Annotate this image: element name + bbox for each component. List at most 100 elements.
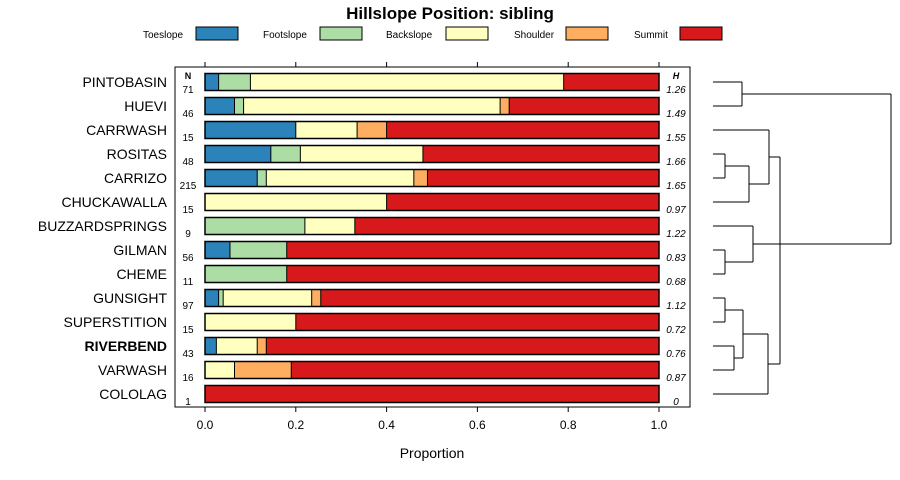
bar-segment-footslope	[270, 145, 301, 163]
site-label: GILMAN	[113, 242, 167, 258]
site-label: CARRWASH	[86, 122, 167, 138]
bar-outline	[204, 312, 660, 332]
bar-outline	[204, 360, 660, 380]
bar-outline	[204, 168, 660, 188]
legend: Toeslope Footslope Backslope Shoulder Summit	[143, 26, 723, 41]
bar-segment-backslope	[216, 337, 258, 355]
bar-segment-shoulder	[357, 121, 387, 139]
plot-panel	[174, 66, 691, 408]
n-value: 215	[180, 181, 197, 192]
bar-segment-summit	[563, 73, 659, 91]
bar-segment-summit	[286, 265, 659, 283]
h-value: 0.76	[666, 349, 686, 360]
bar-outline	[204, 216, 660, 236]
bar-segment-summit	[386, 121, 659, 139]
h-value: 1.12	[666, 301, 686, 312]
dendrogram-link	[779, 94, 892, 364]
chart-title: Hillslope Position: sibling	[346, 4, 554, 23]
legend-label-backslope: Backslope	[386, 30, 433, 41]
site-label: CHUCKAWALLA	[61, 194, 167, 210]
bar-outline	[204, 264, 660, 284]
h-value: 1.22	[666, 229, 686, 240]
h-value: 0.97	[666, 205, 686, 216]
site-label: HUEVI	[124, 98, 167, 114]
bar-segment-footslope	[234, 97, 244, 115]
bar-outline	[204, 72, 660, 92]
site-label: SUPERSTITION	[64, 314, 167, 330]
bar-segment-footslope	[205, 217, 305, 235]
legend-label-summit: Summit	[634, 30, 668, 41]
bar-segment-toeslope	[205, 337, 217, 355]
n-value: 9	[185, 229, 191, 240]
n-value: 15	[182, 325, 194, 336]
bar-segment-footslope	[229, 241, 287, 259]
dendrogram-link	[713, 81, 891, 107]
bar-segment-toeslope	[205, 289, 219, 307]
x-tick-label: 0.6	[469, 418, 486, 432]
h-value: 1.26	[666, 85, 686, 96]
site-label: PINTOBASIN	[82, 74, 167, 90]
site-label: GUNSIGHT	[93, 290, 167, 306]
h-value: 1.66	[666, 157, 686, 168]
x-axis: 0.0 0.2 0.4 0.6 0.8 1.0	[197, 62, 668, 432]
dendrogram	[713, 81, 892, 395]
bar-outline	[204, 384, 660, 404]
h-value: 1.55	[666, 133, 686, 144]
n-value: 15	[182, 133, 194, 144]
bar-outline	[204, 192, 660, 212]
bar-outline	[204, 144, 660, 164]
h-value: 1.49	[666, 109, 686, 120]
bar-segment-summit	[286, 241, 659, 259]
bar-segment-shoulder	[234, 361, 292, 379]
bar-segment-shoulder	[413, 169, 428, 187]
n-value: 97	[182, 301, 194, 312]
h-value: 0	[673, 397, 679, 408]
bar-segment-backslope	[205, 313, 296, 331]
bar-segment-toeslope	[205, 121, 296, 139]
bar-segment-summit	[386, 193, 659, 211]
site-label: CHEME	[116, 266, 167, 282]
n-value: 11	[183, 277, 194, 288]
legend-label-footslope: Footslope	[263, 30, 307, 41]
site-label: VARWASH	[98, 362, 167, 378]
site-label: RIVERBEND	[85, 338, 167, 354]
bar-outline	[204, 96, 660, 116]
bar-segment-summit	[291, 361, 659, 379]
bar-segment-summit	[422, 145, 659, 163]
bar-segment-backslope	[295, 121, 358, 139]
site-label: ROSITAS	[107, 146, 167, 162]
bar-segment-shoulder	[311, 289, 321, 307]
legend-swatch-backslope	[445, 26, 489, 41]
h-value: 0.83	[666, 253, 686, 264]
h-value: 0.68	[666, 277, 686, 288]
bar-segment-summit	[320, 289, 659, 307]
bar-outline	[204, 336, 660, 356]
bar-segment-backslope	[250, 73, 564, 91]
bar-segment-toeslope	[205, 145, 271, 163]
bar-segment-backslope	[223, 289, 312, 307]
h-value: 0.87	[666, 373, 686, 384]
bar-segment-shoulder	[257, 337, 267, 355]
site-label: BUZZARDSPRINGS	[38, 218, 167, 234]
bar-segment-backslope	[205, 193, 387, 211]
bar-outline	[204, 240, 660, 260]
bar-segment-toeslope	[205, 73, 219, 91]
bar-segment-footslope	[218, 289, 224, 307]
bar-segment-toeslope	[205, 97, 235, 115]
x-axis-label: Proportion	[400, 445, 465, 461]
x-tick-label: 0.4	[378, 418, 395, 432]
bar-segment-backslope	[205, 361, 235, 379]
bar-segment-backslope	[300, 145, 423, 163]
dendrogram-link	[713, 129, 780, 203]
bar-outline	[204, 288, 660, 308]
n-value: 15	[182, 205, 194, 216]
n-value: 56	[182, 253, 194, 264]
dendrogram-link	[713, 297, 780, 395]
site-label: COLOLAG	[99, 386, 167, 402]
x-tick-label: 1.0	[651, 418, 668, 432]
legend-swatch-shoulder	[565, 26, 609, 41]
h-value: 1.65	[666, 181, 686, 192]
n-value: 48	[182, 157, 194, 168]
bar-segment-toeslope	[205, 241, 230, 259]
